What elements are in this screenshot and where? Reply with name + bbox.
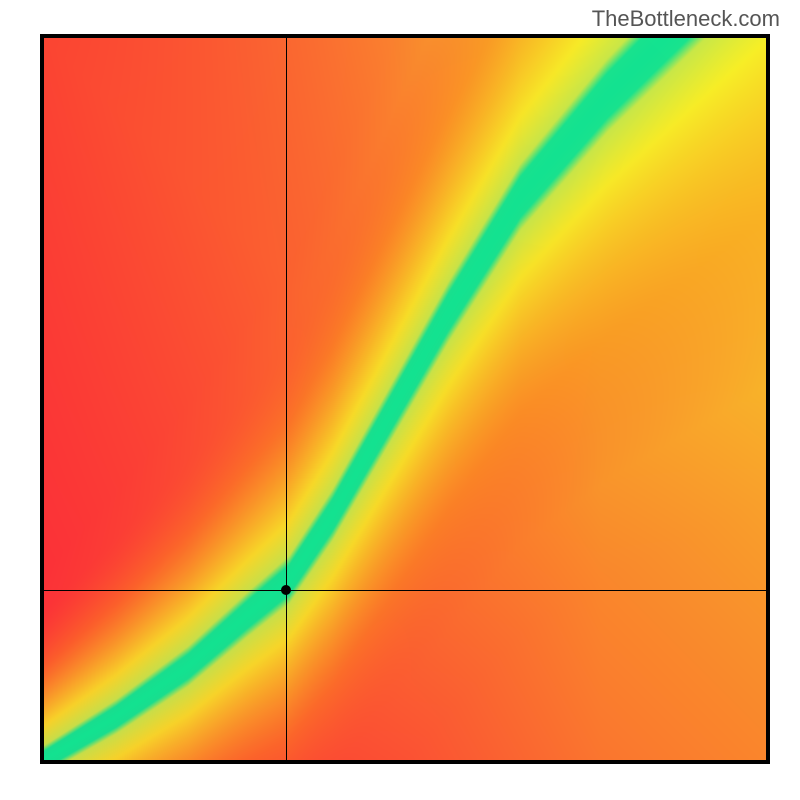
plot-frame [40,34,770,764]
marker-point [281,585,291,595]
crosshair-horizontal [44,590,766,591]
heatmap-canvas [44,38,766,760]
chart-container: TheBottleneck.com [0,0,800,800]
watermark-text: TheBottleneck.com [592,6,780,32]
crosshair-vertical [286,38,287,760]
